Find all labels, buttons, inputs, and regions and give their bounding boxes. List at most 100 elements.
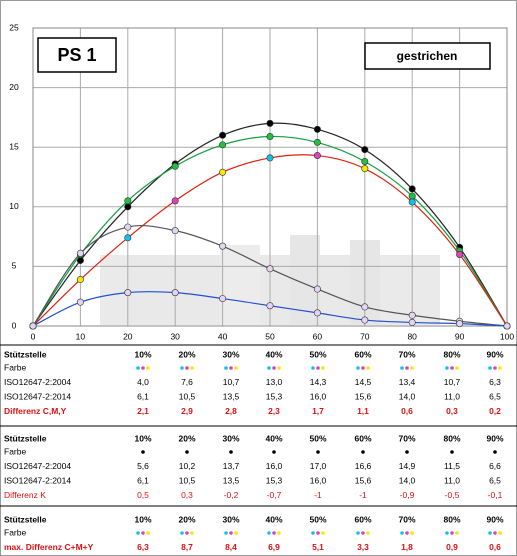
marker	[267, 155, 273, 161]
marker	[362, 304, 368, 310]
marker	[456, 251, 462, 257]
table-header: 60%	[354, 349, 371, 359]
cell: 6,6	[489, 461, 501, 471]
marker	[267, 120, 273, 126]
color-dot	[185, 366, 189, 370]
table-header: 50%	[309, 433, 326, 443]
color-dot	[366, 366, 370, 370]
color-dot	[450, 450, 454, 454]
color-dot	[445, 366, 449, 370]
cell: 16,0	[310, 391, 327, 401]
cell: 10,5	[179, 475, 196, 485]
color-dot	[141, 366, 145, 370]
color-dot	[405, 531, 409, 535]
table-header: 30%	[222, 433, 239, 443]
cell: 4,0	[137, 377, 149, 387]
cell: 0,6	[401, 406, 413, 416]
cell: 15,3	[266, 391, 283, 401]
table-header: 70%	[398, 433, 415, 443]
cell: 16,0	[310, 475, 327, 485]
color-dot	[361, 366, 365, 370]
cell: 14,0	[399, 391, 416, 401]
table-header: 90%	[486, 349, 503, 359]
cell: 11,5	[444, 461, 460, 471]
x-tick-label: 0	[31, 331, 36, 341]
color-dot	[450, 531, 454, 535]
y-tick-label: 5	[12, 261, 17, 271]
row-label: Differenz C,M,Y	[4, 406, 67, 416]
cell: 0,3	[446, 406, 458, 416]
cell: 6,5	[489, 475, 501, 485]
marker	[172, 163, 178, 169]
color-dot	[410, 366, 414, 370]
row-label: Farbe	[4, 446, 26, 456]
marker	[125, 289, 131, 295]
row-label: Farbe	[4, 362, 26, 372]
color-dot	[272, 450, 276, 454]
x-tick-label: 50	[265, 331, 275, 341]
marker	[409, 312, 415, 318]
color-dot	[185, 450, 189, 454]
cell: -0,5	[445, 490, 460, 500]
table-header: 20%	[178, 349, 195, 359]
cell: 10,7	[223, 377, 240, 387]
marker	[362, 317, 368, 323]
x-tick-label: 100	[500, 331, 514, 341]
color-dot	[234, 531, 238, 535]
marker	[409, 193, 415, 199]
page: PS 1 gestrichen 010203040506070809010005…	[0, 0, 517, 556]
marker	[172, 198, 178, 204]
color-dot	[366, 531, 370, 535]
color-dot	[190, 531, 194, 535]
y-tick-label: 25	[9, 22, 19, 32]
color-dot	[498, 531, 502, 535]
color-dot	[316, 366, 320, 370]
cell: 6,9	[268, 542, 280, 552]
table-header: 70%	[398, 349, 415, 359]
color-dot	[361, 450, 365, 454]
cell: 0,9	[446, 542, 458, 552]
cell: -0,1	[488, 490, 503, 500]
y-tick-label: 20	[9, 82, 19, 92]
marker	[172, 289, 178, 295]
color-dot	[316, 531, 320, 535]
table-header: 20%	[178, 514, 195, 524]
cell: 8,7	[181, 542, 193, 552]
color-dot	[488, 531, 492, 535]
table-header: 40%	[265, 349, 282, 359]
color-dot	[272, 366, 276, 370]
color-dot	[277, 531, 281, 535]
row-label: Farbe	[4, 527, 26, 537]
color-dot	[311, 366, 315, 370]
color-dot	[455, 531, 459, 535]
cell: -0,2	[224, 490, 239, 500]
marker	[219, 169, 225, 175]
cell: 13,7	[223, 461, 240, 471]
marker	[267, 303, 273, 309]
table-header: 50%	[309, 514, 326, 524]
color-dot	[316, 450, 320, 454]
marker	[125, 224, 131, 230]
cell: 5,1	[312, 542, 324, 552]
color-dot	[229, 531, 233, 535]
row-label: Differenz K	[4, 490, 46, 500]
color-dot	[190, 366, 194, 370]
table-header: 30%	[222, 349, 239, 359]
marker	[125, 204, 131, 210]
marker	[267, 266, 273, 272]
marker	[30, 323, 36, 329]
x-tick-label: 10	[76, 331, 86, 341]
marker	[125, 235, 131, 241]
color-dot	[321, 366, 325, 370]
marker	[456, 320, 462, 326]
cell: 6,3	[137, 542, 149, 552]
color-dot	[146, 366, 150, 370]
cell: 16,0	[266, 461, 283, 471]
cell: 6,3	[489, 377, 501, 387]
x-tick-label: 60	[313, 331, 323, 341]
color-dot	[180, 366, 184, 370]
table-header: 10%	[134, 514, 151, 524]
x-tick-label: 30	[170, 331, 180, 341]
marker	[409, 199, 415, 205]
color-dot	[321, 531, 325, 535]
